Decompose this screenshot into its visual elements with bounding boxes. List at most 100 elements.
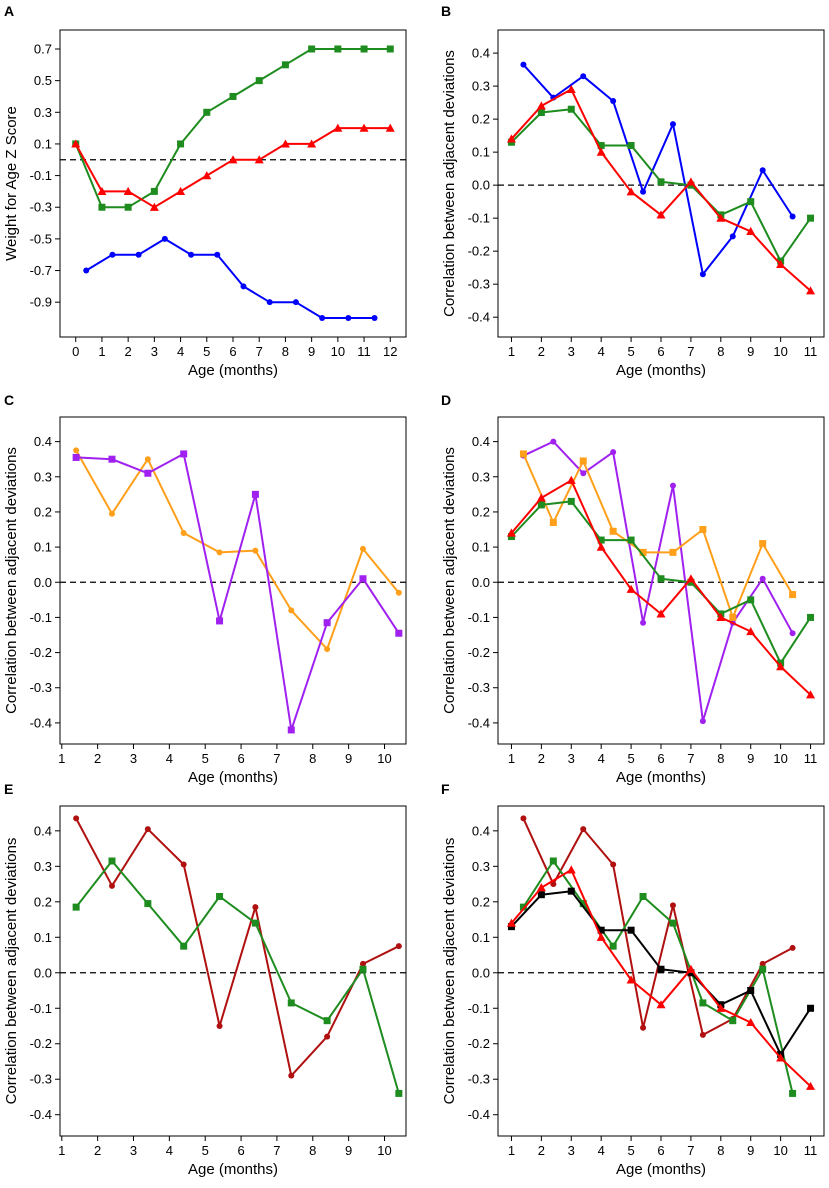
series-orange: [519, 450, 797, 621]
data-point: [135, 251, 142, 258]
x-tick-label: 11: [804, 344, 818, 359]
x-tick-label: 11: [804, 1143, 818, 1158]
y-tick-label: -0.2: [30, 1036, 52, 1051]
data-point: [144, 469, 152, 477]
y-axis-title: Weight for Age Z Score: [3, 106, 20, 261]
x-tick-label: 10: [377, 1143, 391, 1158]
data-point: [597, 142, 605, 150]
data-point: [806, 1081, 816, 1090]
plot-frame: [59, 29, 407, 338]
data-point: [566, 865, 576, 874]
data-point: [150, 187, 158, 195]
data-point: [288, 1072, 295, 1079]
x-tick-label: 2: [538, 751, 545, 766]
data-point: [254, 155, 264, 164]
data-point: [83, 267, 90, 274]
y-tick-label: 0.0: [472, 965, 490, 980]
y-tick-label: 0.1: [34, 930, 52, 945]
series-blue: [83, 235, 378, 322]
plot-frame: [59, 416, 407, 745]
y-tick-label: -0.3: [468, 680, 490, 695]
x-tick-label: 7: [256, 344, 263, 359]
x-tick-label: 7: [687, 344, 694, 359]
x-tick-label: 5: [627, 751, 634, 766]
x-tick-label: 4: [598, 344, 605, 359]
data-point: [747, 596, 755, 604]
data-point: [229, 92, 237, 100]
data-point: [123, 186, 133, 196]
y-tick-label: -0.2: [468, 244, 490, 259]
y-tick-label: 0.4: [472, 823, 490, 838]
data-point: [579, 457, 587, 465]
x-tick-label: 10: [331, 344, 345, 359]
data-point: [669, 919, 677, 927]
data-point: [287, 999, 295, 1007]
data-point: [627, 926, 635, 934]
data-point: [359, 545, 366, 552]
data-point: [109, 251, 116, 258]
series-line-blue: [522, 64, 794, 276]
x-tick-label: 11: [804, 751, 818, 766]
data-point: [520, 61, 527, 68]
data-point: [519, 903, 527, 911]
data-point: [789, 630, 796, 637]
x-tick-label: 4: [166, 1143, 173, 1158]
x-tick-label: 8: [282, 344, 289, 359]
y-tick-label: -0.5: [30, 231, 52, 246]
x-tick-label: 5: [627, 344, 634, 359]
data-point: [609, 527, 617, 535]
x-tick-label: 6: [229, 344, 236, 359]
data-point: [746, 1017, 756, 1027]
y-tick-label: 0.7: [34, 41, 52, 56]
data-point: [288, 607, 295, 614]
x-tick-label: 2: [538, 1143, 545, 1158]
y-tick-label: -0.1: [30, 610, 52, 625]
x-axis-title: Age (months): [616, 1161, 706, 1178]
data-point: [307, 139, 317, 148]
data-point: [699, 526, 707, 534]
data-point: [323, 619, 331, 627]
y-tick-label: 0.3: [34, 105, 52, 120]
data-point: [566, 475, 576, 484]
data-point: [699, 271, 706, 278]
data-point: [669, 548, 677, 556]
y-tick-label: -0.2: [468, 1036, 490, 1051]
data-point: [639, 548, 647, 556]
data-point: [580, 826, 587, 833]
data-point: [251, 919, 259, 927]
data-point: [177, 140, 185, 148]
y-tick-label: -0.3: [468, 277, 490, 292]
x-tick-label: 8: [717, 751, 724, 766]
x-tick-label: 7: [687, 751, 694, 766]
data-point: [759, 167, 766, 174]
x-tick-label: 5: [627, 1143, 634, 1158]
y-tick-label: -0.1: [30, 1001, 52, 1016]
data-point: [280, 139, 290, 148]
data-point: [97, 186, 107, 196]
x-tick-label: 7: [687, 1143, 694, 1158]
x-tick-label: 10: [377, 751, 391, 766]
panel-c: C 1 2 3 4 5 6 7 8 9 10 -0.4 -0.3 -0.2 -0.1 0.0 0.1 0.2 0.3…: [3, 392, 407, 786]
x-tick-label: 6: [657, 751, 664, 766]
y-tick-label: 0.3: [472, 469, 490, 484]
data-point: [360, 45, 368, 53]
data-point: [252, 904, 259, 911]
data-point: [323, 1017, 331, 1025]
data-point: [610, 97, 617, 104]
series-green: [72, 857, 403, 1097]
series-line-darkred: [75, 817, 400, 1077]
y-tick-label: -0.4: [30, 715, 52, 730]
data-point: [776, 259, 786, 268]
data-point: [149, 202, 159, 211]
data-point: [395, 589, 402, 596]
x-tick-label: 1: [508, 751, 515, 766]
data-point: [519, 450, 527, 458]
data-point: [686, 964, 696, 973]
data-point: [699, 718, 706, 725]
data-point: [324, 646, 331, 653]
data-point: [266, 299, 273, 306]
y-tick-label: 0.2: [472, 504, 490, 519]
x-tick-label: 7: [273, 751, 280, 766]
data-point: [699, 999, 707, 1007]
data-point: [520, 815, 527, 822]
